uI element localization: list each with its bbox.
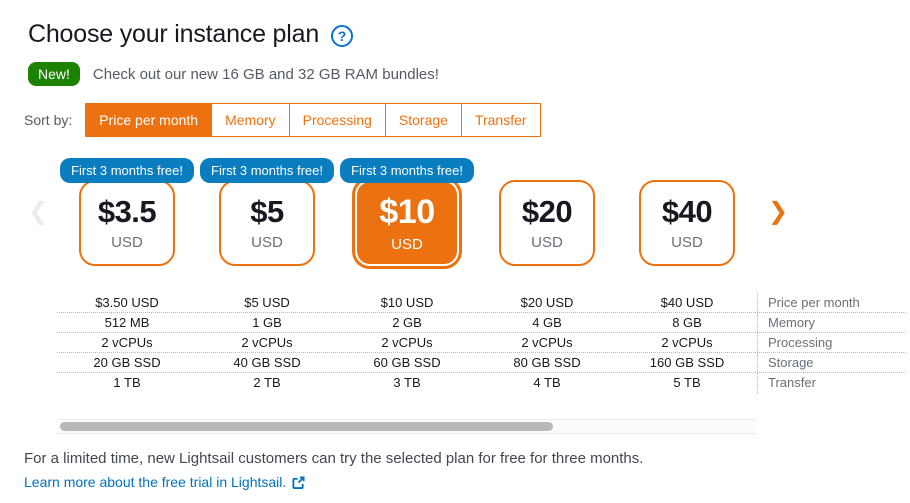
table-cell: 8 GB: [672, 315, 702, 330]
table-cell: 4 TB: [533, 375, 561, 390]
plan-price: $20: [521, 194, 573, 229]
page-title: Choose your instance plan: [28, 20, 320, 48]
table-cell: $40 USD: [660, 295, 714, 310]
table-cell: $5 USD: [244, 295, 290, 310]
table-cell: 3 TB: [393, 375, 421, 390]
table-row-label: Processing: [757, 333, 906, 352]
table-row-storage: 20 GB SSD 40 GB SSD 60 GB SSD 80 GB SSD …: [57, 353, 906, 373]
plan-price: $3.5: [97, 194, 157, 229]
plan-price: $40: [661, 194, 713, 229]
plan-carousel: ❮ ❯ First 3 months free! $3.5 USD First …: [0, 158, 910, 276]
table-cell: 4 GB: [532, 315, 562, 330]
carousel-prev-icon[interactable]: ❮: [28, 198, 49, 225]
free-trial-link-label: Learn more about the free trial in Light…: [24, 474, 287, 490]
table-row-label: Storage: [757, 353, 906, 372]
free-trial-message: For a limited time, new Lightsail custom…: [24, 450, 644, 467]
plan-comparison-table: $3.50 USD $5 USD $10 USD $20 USD $40 USD…: [57, 293, 906, 393]
plan-card-fill: $5 USD: [223, 184, 311, 262]
external-link-icon: [292, 475, 305, 489]
table-cell: 40 GB SSD: [233, 355, 301, 370]
plan-price: $10: [379, 192, 435, 231]
plan-card-40-usd[interactable]: $40 USD: [639, 180, 735, 266]
sort-tab-group: Price per month Memory Processing Storag…: [85, 103, 541, 137]
free-trial-badge: First 3 months free!: [60, 158, 194, 183]
plan-currency: USD: [391, 235, 423, 253]
new-badge: New!: [28, 62, 80, 86]
carousel-next-icon[interactable]: ❯: [768, 198, 789, 225]
plan-column-40-usd: $40 USD: [617, 158, 757, 266]
sort-tab-memory[interactable]: Memory: [211, 103, 290, 137]
plan-column-5-usd: First 3 months free! $5 USD: [197, 158, 337, 266]
help-icon[interactable]: ?: [331, 25, 354, 47]
table-cell: 512 MB: [104, 315, 150, 330]
free-trial-badge: First 3 months free!: [200, 158, 334, 183]
table-row-transfer: 1 TB 2 TB 3 TB 4 TB 5 TB Transfer: [57, 373, 906, 393]
table-cell: 2 vCPUs: [381, 335, 433, 350]
table-cell: $3.50 USD: [95, 295, 159, 310]
free-trial-badge: First 3 months free!: [340, 158, 474, 183]
table-cell: 2 TB: [253, 375, 281, 390]
sort-tab-transfer[interactable]: Transfer: [460, 103, 541, 137]
sort-bar: Sort by: Price per month Memory Processi…: [24, 103, 910, 137]
sort-tab-price-per-month[interactable]: Price per month: [85, 103, 213, 137]
plan-currency: USD: [531, 234, 563, 251]
horizontal-scrollbar-thumb[interactable]: [60, 422, 553, 431]
sort-by-label: Sort by:: [24, 112, 73, 128]
table-cell: 2 vCPUs: [661, 335, 713, 350]
plan-card-20-usd[interactable]: $20 USD: [499, 180, 595, 266]
table-cell: 20 GB SSD: [93, 355, 161, 370]
free-trial-learn-more-link[interactable]: Learn more about the free trial in Light…: [24, 474, 305, 490]
table-cell: 1 TB: [113, 375, 141, 390]
table-row-processing: 2 vCPUs 2 vCPUs 2 vCPUs 2 vCPUs 2 vCPUs …: [57, 333, 906, 353]
table-row-memory: 512 MB 1 GB 2 GB 4 GB 8 GB Memory: [57, 313, 906, 333]
table-cell: 60 GB SSD: [373, 355, 441, 370]
table-cell: 5 TB: [673, 375, 701, 390]
announcement-bar: New! Check out our new 16 GB and 32 GB R…: [28, 62, 910, 86]
table-row-price-per-month: $3.50 USD $5 USD $10 USD $20 USD $40 USD…: [57, 293, 906, 313]
table-cell: $10 USD: [380, 295, 434, 310]
sort-tab-storage[interactable]: Storage: [384, 103, 462, 137]
plan-card-10-usd-selected[interactable]: $10 USD: [352, 177, 462, 269]
plan-price: $5: [250, 194, 284, 229]
plan-currency: USD: [111, 234, 143, 251]
table-cell: $20 USD: [520, 295, 574, 310]
plan-card-5-usd[interactable]: $5 USD: [219, 180, 315, 266]
table-cell: 2 GB: [392, 315, 422, 330]
table-cell: 2 vCPUs: [241, 335, 293, 350]
plans-row: First 3 months free! $3.5 USD First 3 mo…: [57, 158, 910, 269]
horizontal-scrollbar-track[interactable]: [57, 419, 757, 434]
page-header: Choose your instance plan ?: [0, 0, 910, 49]
table-row-label: Price per month: [757, 293, 906, 312]
plan-card-fill: $40 USD: [643, 184, 731, 262]
plan-card-fill: $3.5 USD: [83, 184, 171, 262]
plan-currency: USD: [251, 234, 283, 251]
table-cell: 2 vCPUs: [521, 335, 573, 350]
plan-currency: USD: [671, 234, 703, 251]
table-cell: 160 GB SSD: [649, 355, 725, 370]
plan-card-fill: $10 USD: [357, 182, 457, 264]
table-row-label: Transfer: [757, 373, 906, 393]
plan-column-10-usd: First 3 months free! $10 USD: [337, 158, 477, 269]
sort-tab-processing[interactable]: Processing: [288, 103, 386, 137]
table-row-label: Memory: [757, 313, 906, 332]
plan-column-3-5-usd: First 3 months free! $3.5 USD: [57, 158, 197, 266]
table-cell: 2 vCPUs: [101, 335, 153, 350]
plan-card-3-5-usd[interactable]: $3.5 USD: [79, 180, 175, 266]
plan-card-fill: $20 USD: [503, 184, 591, 262]
announcement-text: Check out our new 16 GB and 32 GB RAM bu…: [92, 65, 439, 83]
table-cell: 80 GB SSD: [513, 355, 581, 370]
free-trial-footer: For a limited time, new Lightsail custom…: [24, 450, 910, 492]
plan-column-20-usd: $20 USD: [477, 158, 617, 266]
table-cell: 1 GB: [252, 315, 282, 330]
